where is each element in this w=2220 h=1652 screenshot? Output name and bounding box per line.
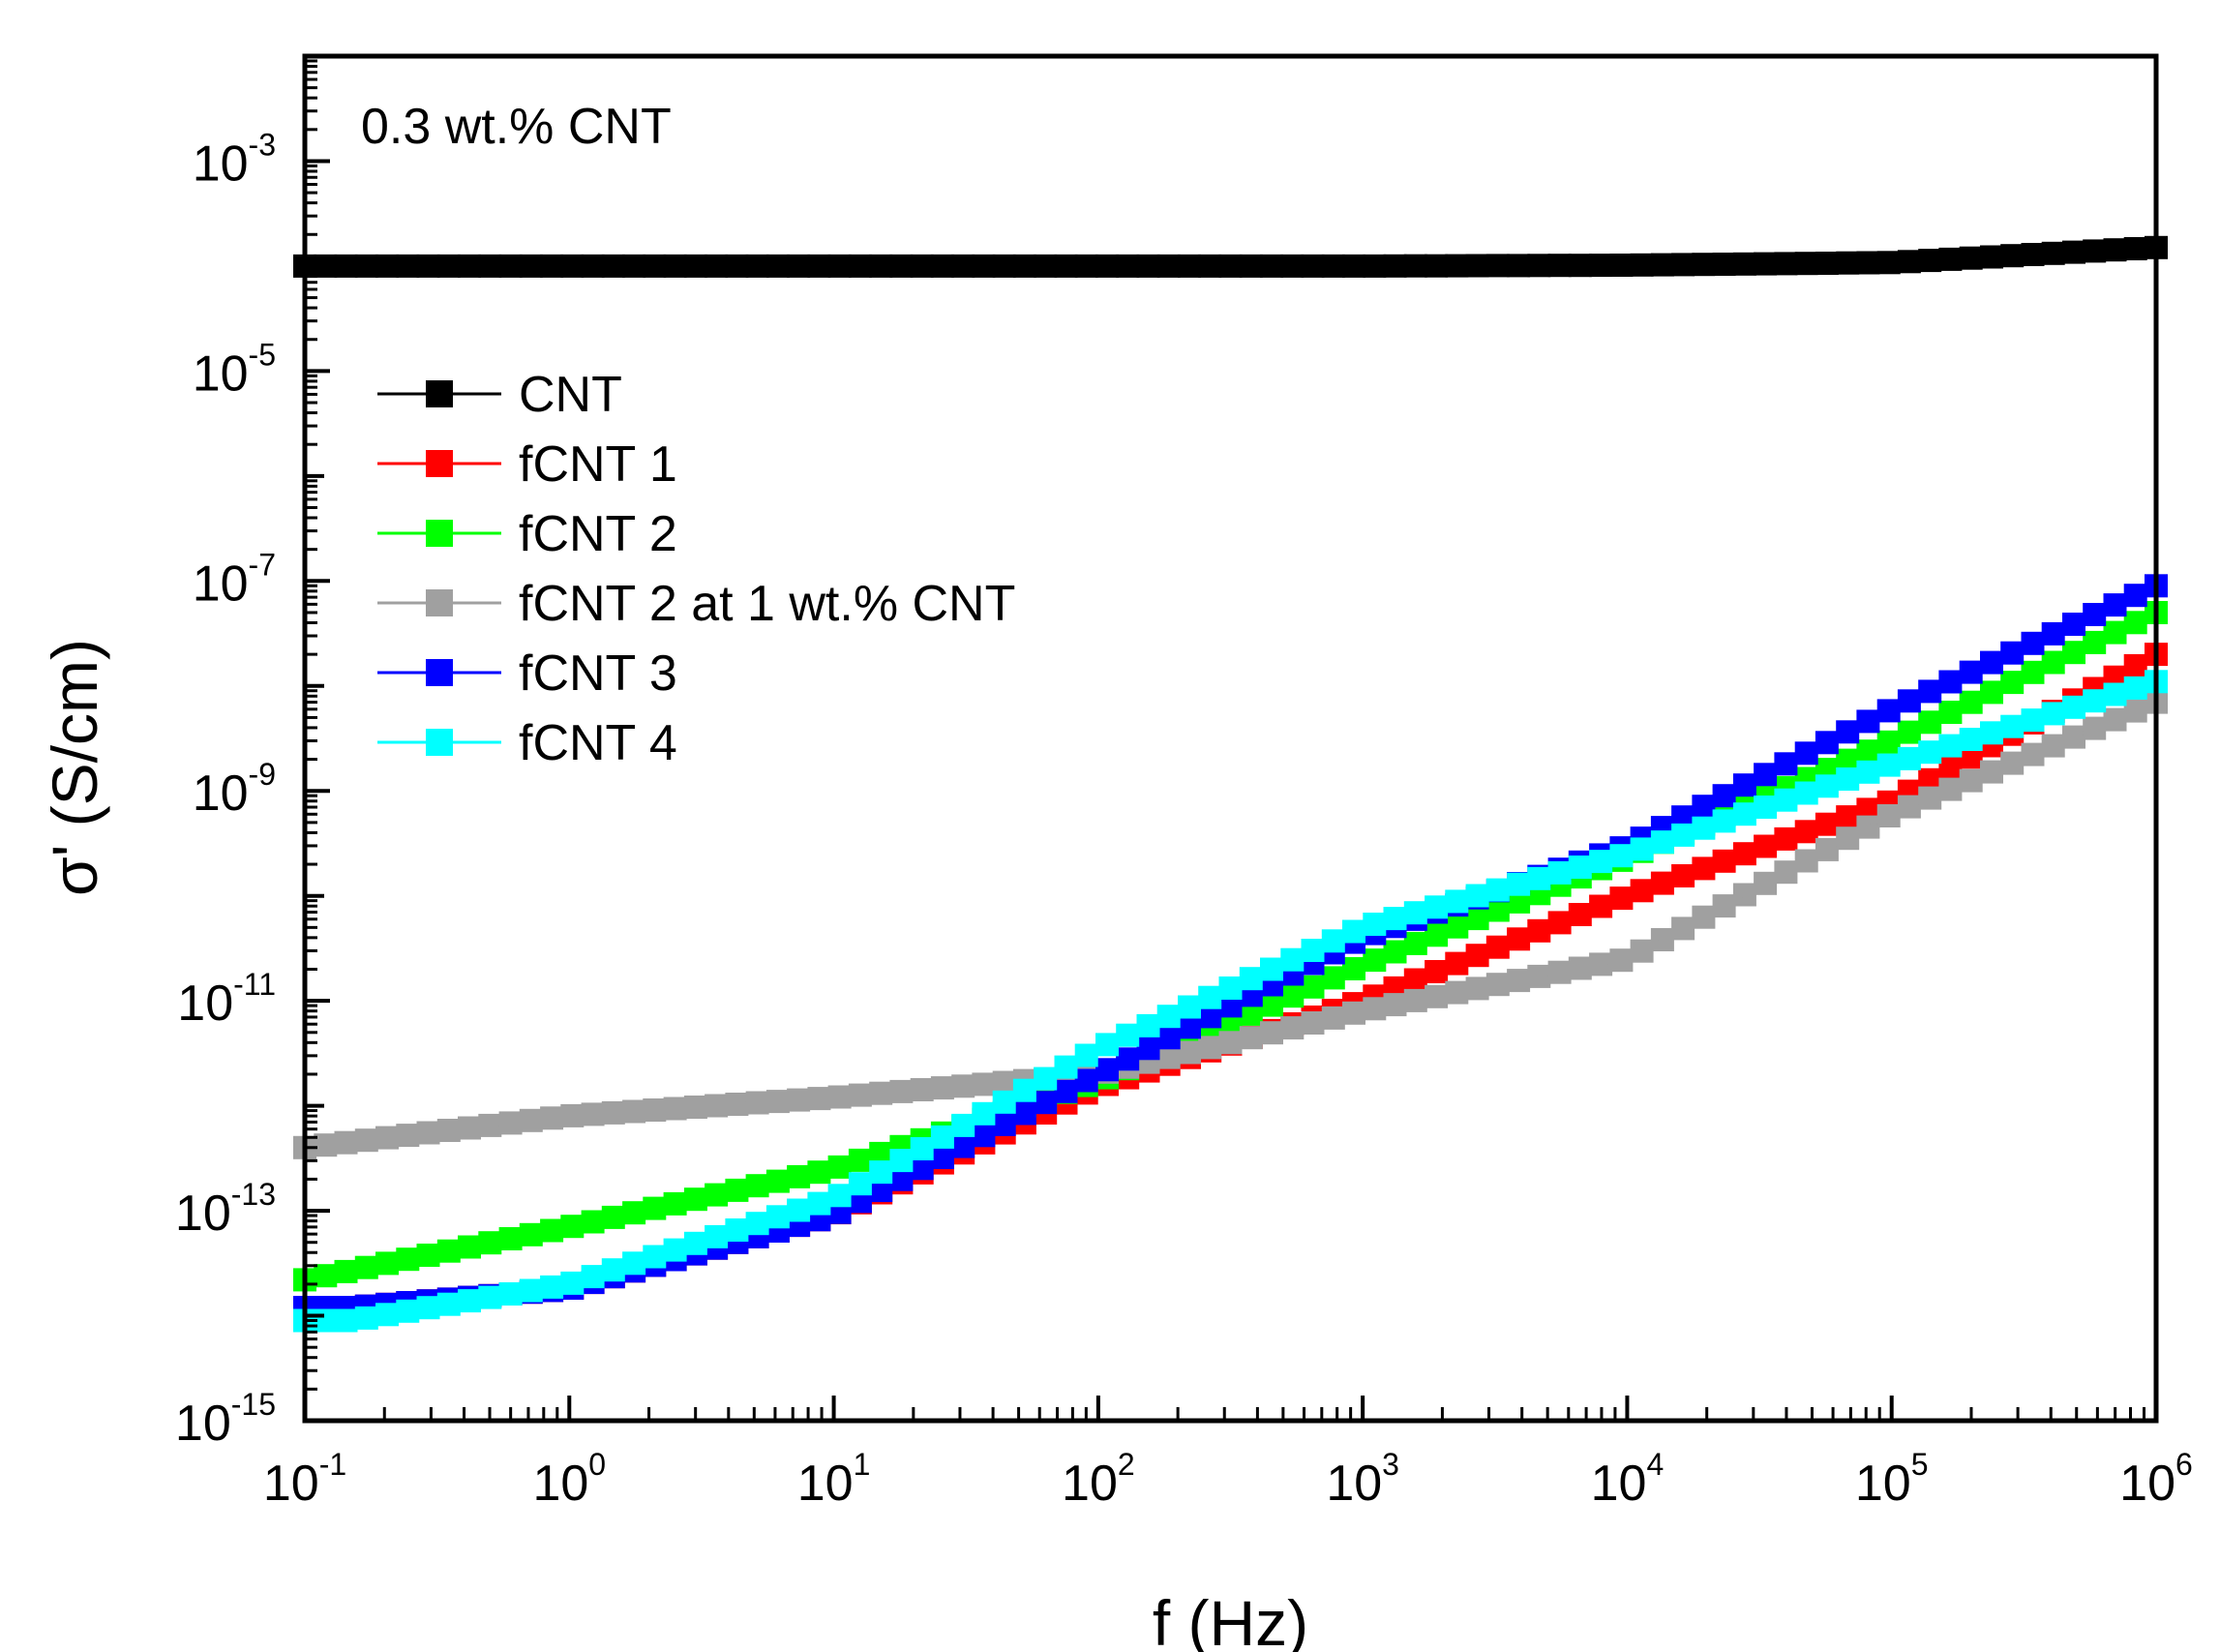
legend-item: fCNT 2: [377, 506, 677, 562]
x-tick-label: 103: [1326, 1447, 1399, 1512]
x-tick-label: 100: [532, 1447, 606, 1512]
legend-label: fCNT 2 at 1 wt.% CNT: [519, 576, 1015, 632]
x-tick-label: 104: [1591, 1447, 1665, 1512]
legend-marker: [426, 589, 453, 616]
legend-label: fCNT 2: [519, 506, 677, 562]
series-line: [305, 679, 2157, 1322]
series-line: [304, 611, 2157, 1281]
series-cnt: [293, 235, 2168, 278]
legend-item: fCNT 1: [377, 436, 677, 493]
legend-marker: [426, 520, 453, 547]
y-axis-title: σ' (S/cm): [39, 639, 110, 896]
x-tick-label: 105: [1855, 1447, 1929, 1512]
axis-ticks: [303, 54, 2158, 1423]
legend-marker: [426, 659, 453, 686]
y-tick-label: 10-9: [193, 757, 276, 822]
y-tick-label: 10-7: [193, 547, 276, 612]
legend-marker: [426, 450, 453, 477]
series-fcnt-4: [293, 670, 2168, 1333]
x-tick-label: 102: [1062, 1447, 1135, 1512]
legend-item: fCNT 3: [377, 646, 677, 702]
legend-item: fCNT 2 at 1 wt.% CNT: [377, 576, 1015, 632]
x-tick-label: 106: [2119, 1447, 2193, 1512]
x-tick-label: 101: [797, 1447, 871, 1512]
y-tick-label: 10-15: [175, 1387, 276, 1452]
y-tick-label: 10-13: [175, 1177, 276, 1242]
legend-label: fCNT 1: [519, 436, 677, 493]
legend-label: CNT: [519, 367, 622, 423]
y-tick-label: 10-11: [177, 967, 276, 1032]
legend-label: fCNT 4: [519, 715, 677, 771]
legend-label: fCNT 3: [519, 646, 677, 702]
legend-item: CNT: [377, 367, 622, 423]
chart-annotation: 0.3 wt.% CNT: [361, 99, 672, 155]
series-line: [304, 701, 2157, 1150]
x-axis-title: f (Hz): [1153, 1587, 1308, 1652]
legend: CNT fCNT 1 fCNT 2 fCNT 2 at 1 wt.% CNT fCNT …: [377, 367, 1015, 771]
legend-marker: [426, 729, 453, 756]
x-tick-label: 10-1: [263, 1447, 346, 1512]
plot-series: [293, 235, 2168, 1333]
series-line: [305, 246, 2157, 268]
tick-labels: 10-1 100 101 102 103 104 105 106 10-15 10-13 10-11…: [175, 127, 2193, 1512]
plot-frame: [302, 53, 2159, 1424]
legend-marker: [426, 380, 453, 407]
y-tick-label: 10-5: [193, 337, 276, 402]
y-tick-label: 10-3: [193, 127, 276, 192]
legend-item: fCNT 4: [377, 715, 677, 771]
